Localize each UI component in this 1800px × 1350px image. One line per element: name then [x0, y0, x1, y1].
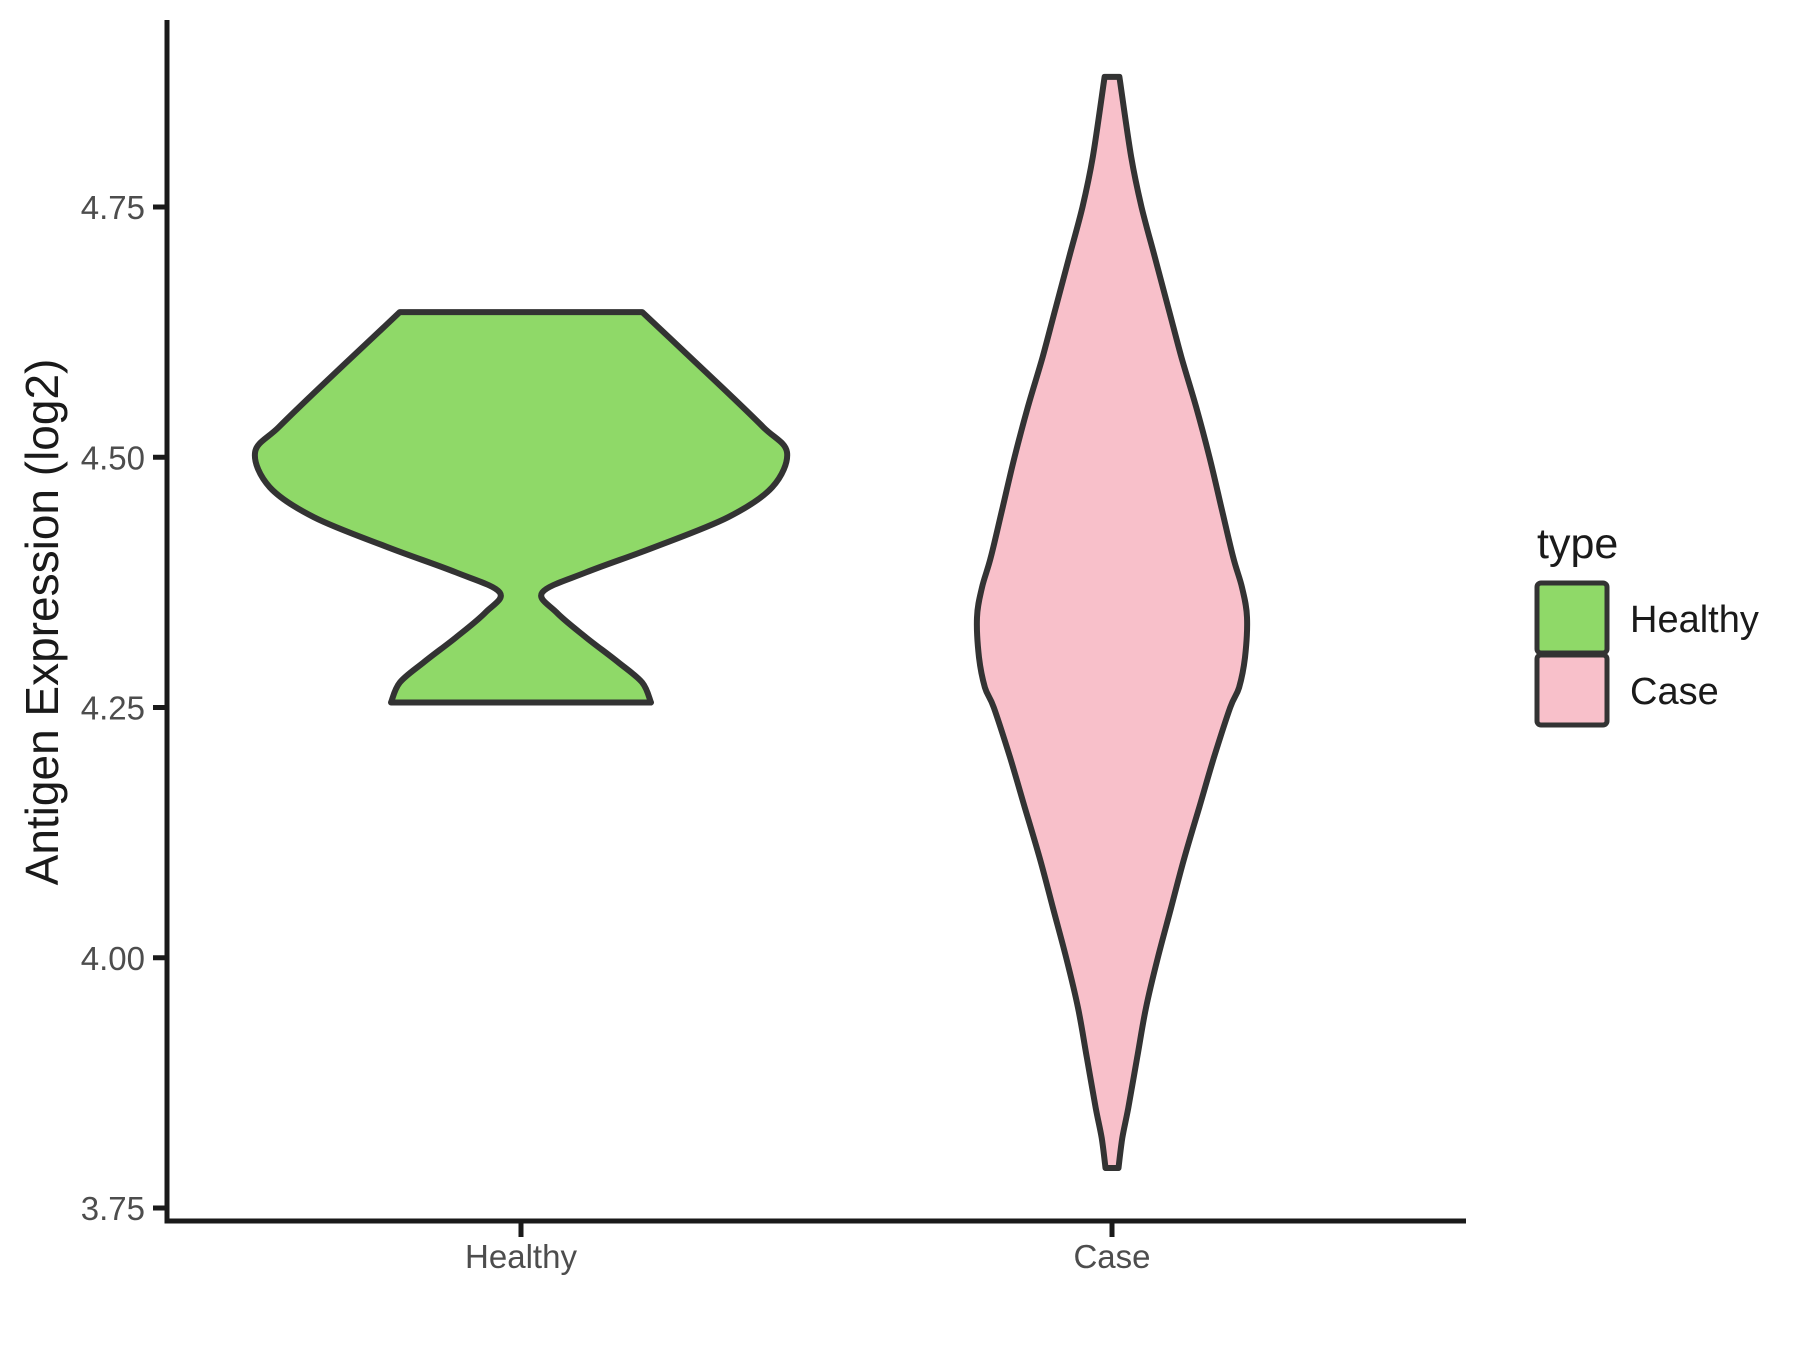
y-axis: 4.75 4.50 4.25 4.00 3.75 Antigen Express…: [16, 20, 170, 1227]
y-tick-label: 3.75: [81, 1190, 145, 1227]
y-tick-label: 4.75: [81, 189, 145, 226]
legend-label-case: Case: [1630, 671, 1719, 713]
x-tick: Case: [1073, 1223, 1151, 1275]
y-tick-label: 4.00: [81, 940, 145, 977]
x-tick-label: Case: [1073, 1238, 1150, 1275]
violin-case: [973, 73, 1251, 1171]
y-tick-label: 4.50: [81, 439, 145, 476]
y-tick: 3.75: [81, 1190, 166, 1227]
violin-healthy: [251, 309, 791, 706]
y-axis-title: Antigen Expression (log2): [16, 359, 68, 886]
violins: [251, 73, 1251, 1171]
legend-label-healthy: Healthy: [1630, 599, 1759, 641]
legend-title: type: [1537, 520, 1618, 568]
legend-swatch-healthy: [1534, 580, 1610, 656]
y-tick: 4.50: [81, 439, 166, 476]
x-tick: Healthy: [465, 1223, 577, 1275]
y-tick-label: 4.25: [81, 690, 145, 727]
y-tick: 4.25: [81, 690, 166, 727]
y-tick: 4.75: [81, 189, 166, 226]
x-axis: Healthy Case: [164, 1218, 1466, 1275]
y-tick: 4.00: [81, 940, 166, 977]
x-tick-label: Healthy: [465, 1238, 577, 1275]
legend-swatch-case: [1534, 652, 1610, 728]
legend: type Healthy Case: [1534, 520, 1759, 728]
